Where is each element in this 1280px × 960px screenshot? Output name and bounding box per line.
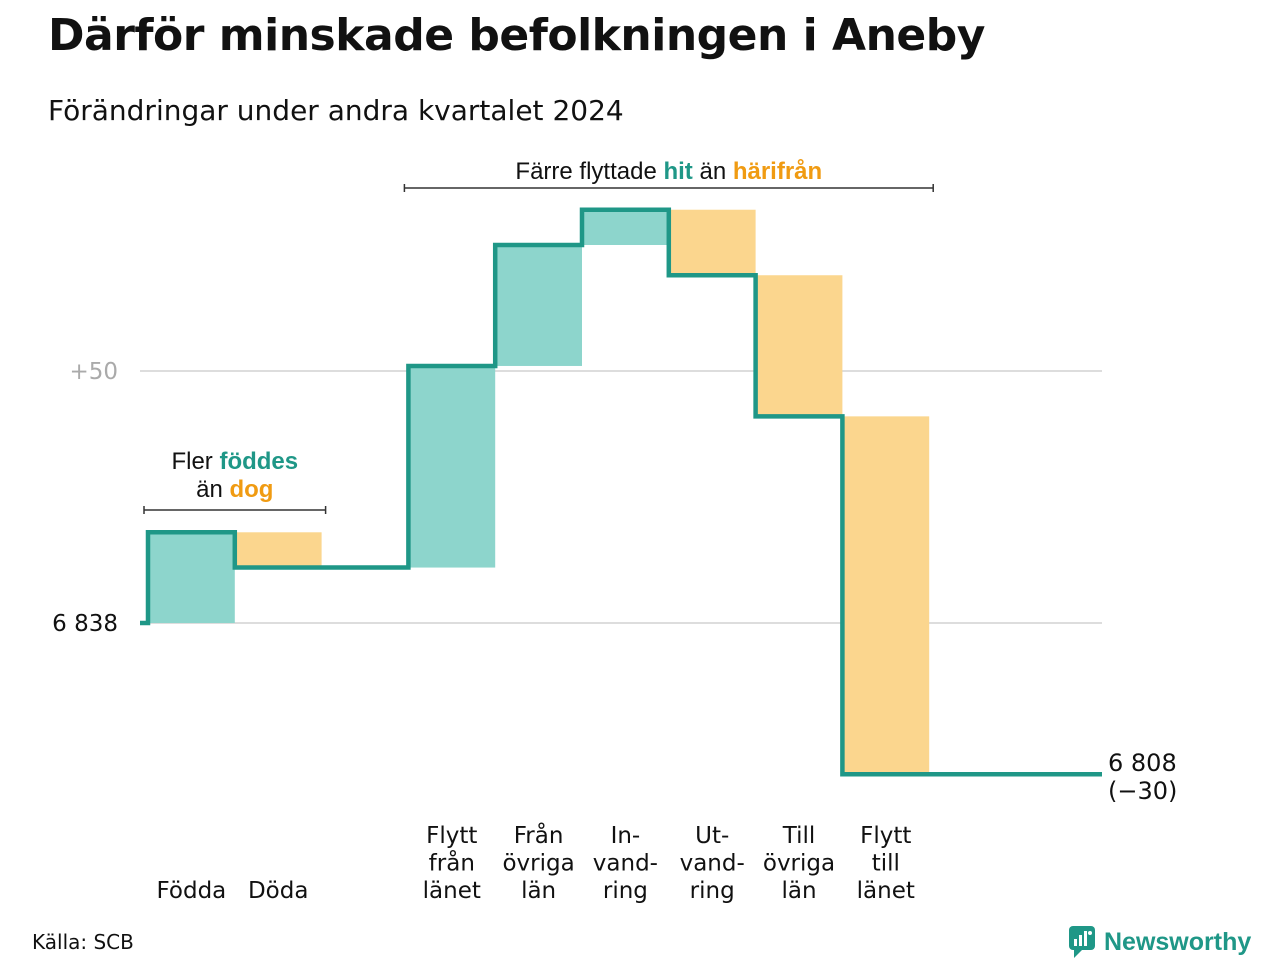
brand-logo[interactable]: Newsworthy xyxy=(1068,924,1251,960)
category-label-0: Födda xyxy=(157,878,227,904)
bar-0 xyxy=(148,532,235,623)
newsworthy-icon xyxy=(1069,926,1095,958)
category-label-5: In-vand-ring xyxy=(593,823,658,904)
bar-6 xyxy=(668,209,756,276)
category-label-6: Ut-vand-ring xyxy=(680,823,745,904)
grid-layer xyxy=(140,370,1102,624)
end-change-label: (−30) xyxy=(1108,777,1177,805)
brand-name: Newsworthy xyxy=(1104,927,1252,956)
category-label-3: Flytt från länet xyxy=(423,823,481,904)
category-label-1: Döda xyxy=(248,878,308,904)
y-tick-label-1: +50 xyxy=(69,359,118,385)
category-label-4: Från övriga län xyxy=(502,821,574,904)
end-value-label: 6 808 xyxy=(1108,749,1177,777)
chart-subtitle: Förändringar under andra kvartalet 2024 xyxy=(48,94,624,127)
bar-7 xyxy=(755,275,843,417)
y-tick-label-0: 6 838 xyxy=(52,611,118,637)
source-note: Källa: SCB xyxy=(32,930,134,954)
cumulative-step-line xyxy=(140,207,1102,777)
category-label-7: Till övriga län xyxy=(763,823,835,904)
annotation-births-line-1: än dog xyxy=(196,476,273,503)
bar-3 xyxy=(408,365,496,568)
bar-layer xyxy=(148,209,930,775)
annotation-moves-line-0: Färre flyttade hit än härifrån xyxy=(515,158,822,185)
bar-1 xyxy=(234,532,322,568)
bar-8 xyxy=(842,416,930,775)
chart-title: Därför minskade befolkningen i Aneby xyxy=(48,10,985,61)
bar-4 xyxy=(495,245,582,366)
line-layer xyxy=(140,207,1102,777)
annotation-births-line-0: Fler föddes xyxy=(171,448,298,475)
label-layer: 6 838 +50 Födda Döda Flytt från länet Från övrig… xyxy=(52,359,1177,904)
category-label-8: Flytt till länet xyxy=(857,823,915,904)
bar-5 xyxy=(582,209,669,245)
